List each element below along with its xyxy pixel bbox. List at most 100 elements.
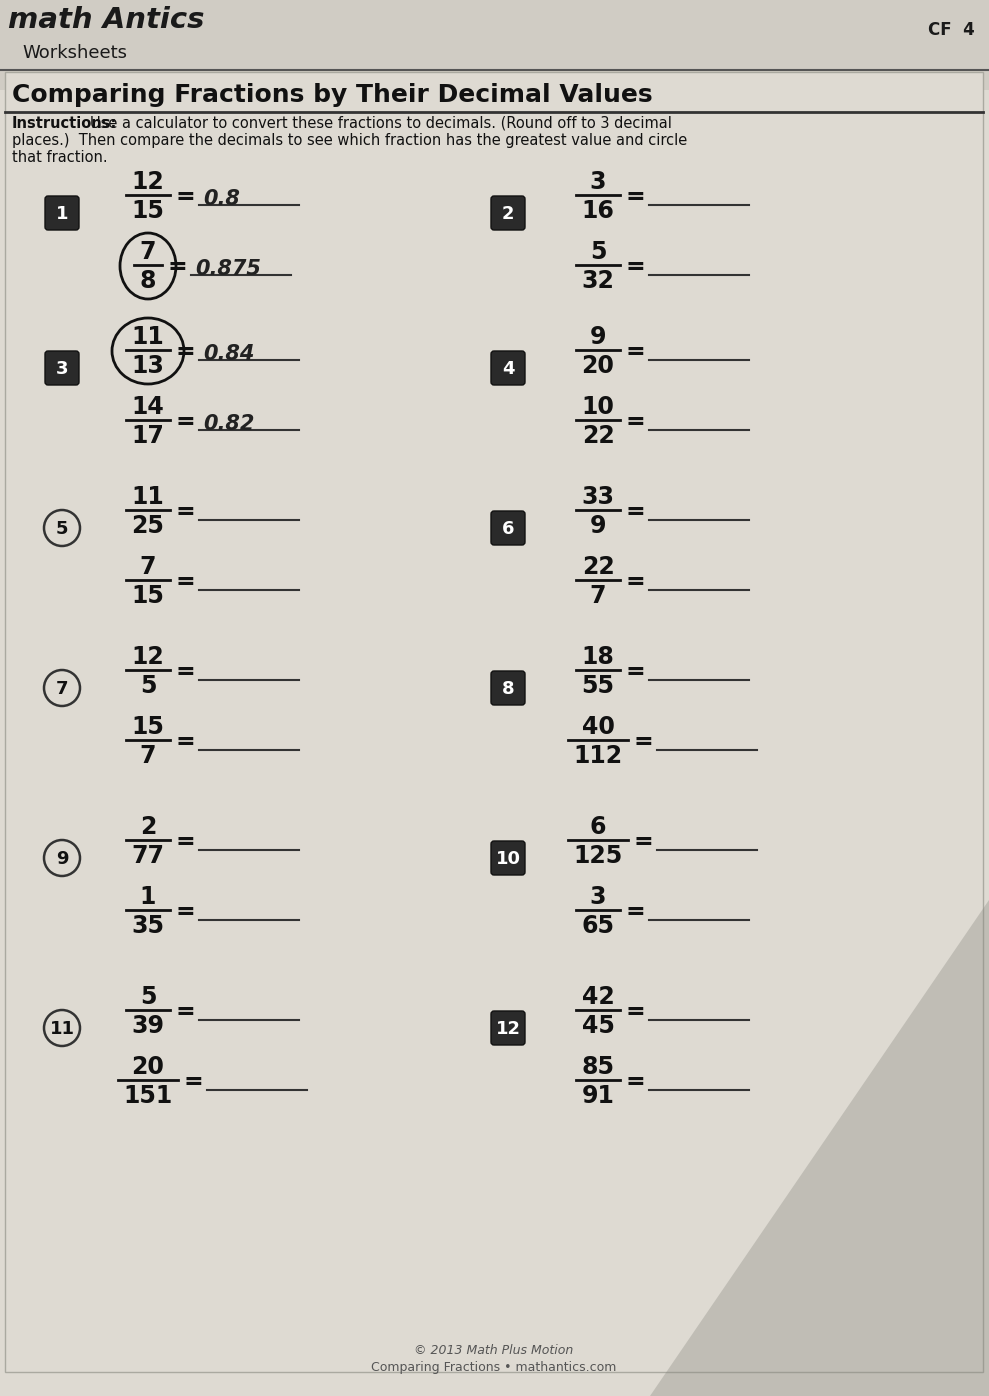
Text: =: =: [175, 410, 195, 434]
Text: 0.8: 0.8: [203, 188, 240, 209]
Polygon shape: [650, 900, 989, 1396]
Text: 55: 55: [582, 674, 614, 698]
Text: =: =: [175, 660, 195, 684]
Text: 85: 85: [582, 1055, 614, 1079]
Text: 4: 4: [501, 360, 514, 378]
Text: 0.84: 0.84: [203, 343, 254, 364]
Text: 15: 15: [132, 584, 164, 609]
Text: 5: 5: [55, 519, 68, 537]
Text: 3: 3: [589, 885, 606, 909]
Text: =: =: [175, 831, 195, 854]
Text: 7: 7: [55, 680, 68, 698]
FancyBboxPatch shape: [45, 195, 79, 230]
Text: 112: 112: [574, 744, 622, 768]
Text: 12: 12: [132, 170, 164, 194]
Text: places.)  Then compare the decimals to see which fraction has the greatest value: places.) Then compare the decimals to se…: [12, 133, 687, 148]
Text: =: =: [633, 831, 653, 854]
Text: 22: 22: [582, 424, 614, 448]
Text: 7: 7: [139, 744, 156, 768]
Text: 9: 9: [55, 850, 68, 868]
FancyBboxPatch shape: [491, 671, 525, 705]
Text: 11: 11: [132, 484, 164, 510]
Text: 33: 33: [582, 484, 614, 510]
Text: 7: 7: [589, 584, 606, 609]
Text: 1: 1: [55, 205, 68, 223]
Text: 11: 11: [49, 1020, 74, 1039]
FancyBboxPatch shape: [491, 840, 525, 875]
Text: Use a calculator to convert these fractions to decimals. (Round off to 3 decimal: Use a calculator to convert these fracti…: [90, 116, 672, 131]
Text: =: =: [175, 186, 195, 209]
Text: 32: 32: [582, 269, 614, 293]
FancyBboxPatch shape: [491, 1011, 525, 1046]
Text: 2: 2: [139, 815, 156, 839]
Text: that fraction.: that fraction.: [12, 149, 108, 165]
Text: =: =: [175, 570, 195, 595]
FancyBboxPatch shape: [491, 511, 525, 544]
Text: =: =: [625, 900, 645, 924]
Text: =: =: [175, 730, 195, 754]
Text: math Antics: math Antics: [8, 6, 205, 34]
Text: 9: 9: [589, 325, 606, 349]
Text: =: =: [175, 500, 195, 524]
Text: =: =: [625, 341, 645, 364]
Text: 6: 6: [501, 519, 514, 537]
Text: 25: 25: [132, 514, 164, 537]
Bar: [0, 0, 989, 89]
Text: 15: 15: [132, 715, 164, 738]
Text: 151: 151: [124, 1085, 173, 1108]
FancyBboxPatch shape: [491, 195, 525, 230]
Text: 5: 5: [589, 240, 606, 264]
Text: 8: 8: [501, 680, 514, 698]
Text: 9: 9: [589, 514, 606, 537]
Text: 3: 3: [589, 170, 606, 194]
Text: =: =: [167, 255, 187, 279]
Text: 13: 13: [132, 355, 164, 378]
Text: =: =: [175, 900, 195, 924]
Text: 3: 3: [55, 360, 68, 378]
Text: =: =: [625, 1069, 645, 1094]
Text: 6: 6: [589, 815, 606, 839]
Text: 22: 22: [582, 556, 614, 579]
Text: 18: 18: [582, 645, 614, 669]
Text: 0.875: 0.875: [195, 260, 261, 279]
Text: =: =: [625, 1000, 645, 1025]
Text: 40: 40: [582, 715, 614, 738]
Text: 5: 5: [139, 986, 156, 1009]
Text: 7: 7: [139, 240, 156, 264]
Text: 2: 2: [501, 205, 514, 223]
Text: 35: 35: [132, 914, 164, 938]
Text: 77: 77: [132, 845, 164, 868]
FancyBboxPatch shape: [491, 350, 525, 385]
Text: 91: 91: [582, 1085, 614, 1108]
FancyBboxPatch shape: [45, 350, 79, 385]
Text: =: =: [183, 1069, 203, 1094]
Text: =: =: [175, 341, 195, 364]
Text: 17: 17: [132, 424, 164, 448]
Text: 125: 125: [574, 845, 623, 868]
Text: =: =: [175, 1000, 195, 1025]
Text: =: =: [625, 570, 645, 595]
Text: 45: 45: [582, 1013, 614, 1039]
Text: 12: 12: [132, 645, 164, 669]
Text: 16: 16: [582, 200, 614, 223]
Text: 42: 42: [582, 986, 614, 1009]
Text: =: =: [625, 410, 645, 434]
Text: Worksheets: Worksheets: [22, 45, 127, 61]
Text: 20: 20: [132, 1055, 164, 1079]
Text: =: =: [625, 186, 645, 209]
Text: =: =: [625, 255, 645, 279]
Text: 10: 10: [582, 395, 614, 419]
Text: Comparing Fractions by Their Decimal Values: Comparing Fractions by Their Decimal Val…: [12, 82, 653, 107]
Text: 15: 15: [132, 200, 164, 223]
Text: CF  4: CF 4: [929, 21, 975, 39]
Text: 20: 20: [582, 355, 614, 378]
Text: 12: 12: [495, 1020, 520, 1039]
Text: 8: 8: [139, 269, 156, 293]
Text: Comparing Fractions • mathantics.com: Comparing Fractions • mathantics.com: [371, 1361, 617, 1375]
Text: =: =: [633, 730, 653, 754]
Text: 1: 1: [139, 885, 156, 909]
Text: =: =: [625, 500, 645, 524]
Text: 5: 5: [139, 674, 156, 698]
Text: Instructions:: Instructions:: [12, 116, 118, 131]
Text: © 2013 Math Plus Motion: © 2013 Math Plus Motion: [414, 1343, 574, 1357]
